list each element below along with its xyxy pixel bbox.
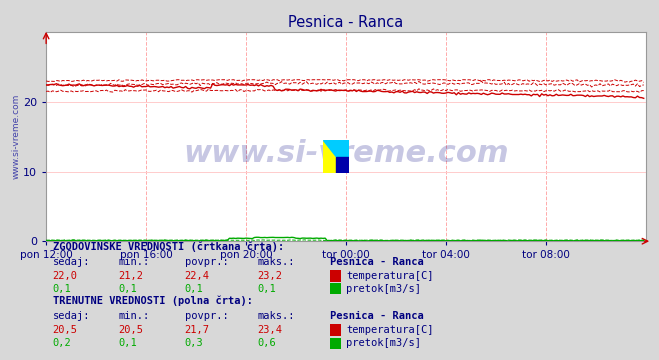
Text: 22,4: 22,4 (185, 271, 210, 281)
Text: povpr.:: povpr.: (185, 311, 228, 321)
Text: povpr.:: povpr.: (185, 257, 228, 267)
Text: 23,2: 23,2 (257, 271, 282, 281)
Text: min.:: min.: (119, 311, 150, 321)
Text: min.:: min.: (119, 257, 150, 267)
Text: 22,0: 22,0 (53, 271, 78, 281)
Polygon shape (323, 140, 349, 173)
Text: www.si-vreme.com: www.si-vreme.com (183, 139, 509, 168)
Text: 0,1: 0,1 (119, 338, 137, 348)
Title: Pesnica - Ranca: Pesnica - Ranca (289, 15, 403, 30)
Text: pretok[m3/s]: pretok[m3/s] (346, 284, 421, 294)
Polygon shape (336, 157, 349, 173)
Text: 20,5: 20,5 (119, 325, 144, 335)
Text: temperatura[C]: temperatura[C] (346, 271, 434, 281)
Text: 0,1: 0,1 (53, 284, 71, 294)
Text: Pesnica - Ranca: Pesnica - Ranca (330, 257, 423, 267)
Text: 0,3: 0,3 (185, 338, 203, 348)
Text: 0,1: 0,1 (119, 284, 137, 294)
Text: sedaj:: sedaj: (53, 257, 90, 267)
Text: 0,6: 0,6 (257, 338, 275, 348)
Text: 0,1: 0,1 (257, 284, 275, 294)
Text: sedaj:: sedaj: (53, 311, 90, 321)
Text: 0,2: 0,2 (53, 338, 71, 348)
Text: Pesnica - Ranca: Pesnica - Ranca (330, 311, 423, 321)
Text: temperatura[C]: temperatura[C] (346, 325, 434, 335)
Text: 21,7: 21,7 (185, 325, 210, 335)
Y-axis label: www.si-vreme.com: www.si-vreme.com (11, 94, 20, 180)
Text: maks.:: maks.: (257, 257, 295, 267)
Text: pretok[m3/s]: pretok[m3/s] (346, 338, 421, 348)
Polygon shape (323, 140, 349, 173)
Text: TRENUTNE VREDNOSTI (polna črta):: TRENUTNE VREDNOSTI (polna črta): (53, 296, 252, 306)
Text: 0,1: 0,1 (185, 284, 203, 294)
Text: ZGODOVINSKE VREDNOSTI (črtkana črta):: ZGODOVINSKE VREDNOSTI (črtkana črta): (53, 242, 284, 252)
Text: 23,4: 23,4 (257, 325, 282, 335)
Text: 21,2: 21,2 (119, 271, 144, 281)
Text: 20,5: 20,5 (53, 325, 78, 335)
Text: maks.:: maks.: (257, 311, 295, 321)
